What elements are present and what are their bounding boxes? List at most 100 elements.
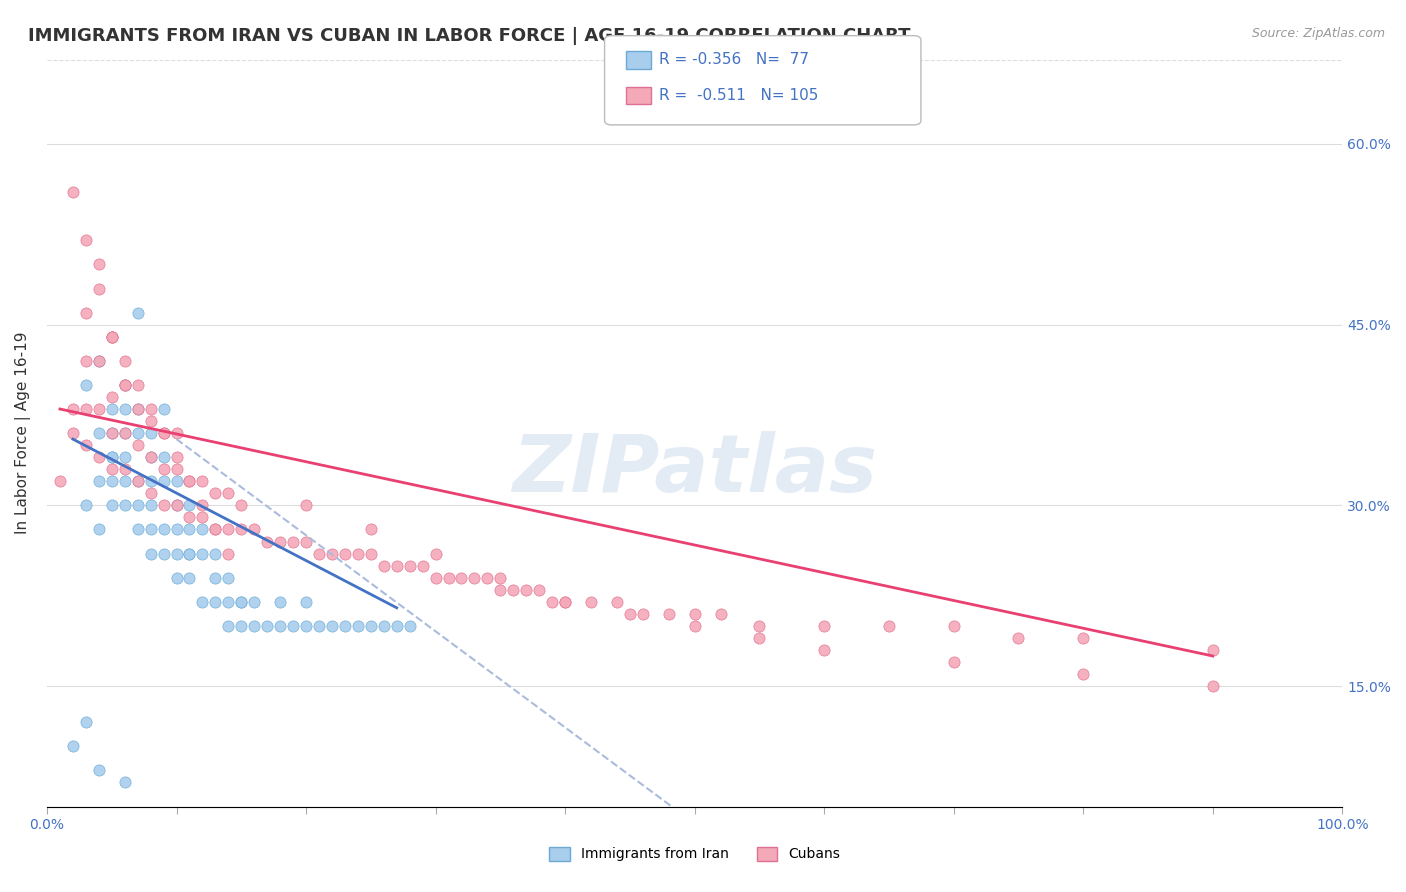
Point: [191, 510, 214, 524]
Point: [321, 547, 343, 561]
Point: [217, 595, 239, 609]
Point: [127, 402, 149, 417]
Point: [139, 450, 162, 465]
Point: [87, 764, 110, 778]
Point: [204, 595, 226, 609]
Point: [139, 486, 162, 500]
Point: [748, 631, 770, 645]
Point: [579, 595, 602, 609]
Point: [204, 486, 226, 500]
Point: [152, 426, 174, 441]
Point: [204, 523, 226, 537]
Point: [554, 595, 576, 609]
Point: [295, 595, 318, 609]
Point: [139, 450, 162, 465]
Point: [139, 475, 162, 489]
Point: [373, 619, 395, 633]
Point: [166, 475, 188, 489]
Point: [152, 523, 174, 537]
Point: [166, 523, 188, 537]
Point: [75, 305, 97, 319]
Point: [256, 534, 278, 549]
Point: [127, 499, 149, 513]
Point: [127, 475, 149, 489]
Point: [204, 547, 226, 561]
Point: [231, 499, 253, 513]
Point: [152, 450, 174, 465]
Point: [217, 523, 239, 537]
Text: IMMIGRANTS FROM IRAN VS CUBAN IN LABOR FORCE | AGE 16-19 CORRELATION CHART: IMMIGRANTS FROM IRAN VS CUBAN IN LABOR F…: [28, 27, 911, 45]
Point: [179, 547, 201, 561]
Point: [231, 619, 253, 633]
Point: [813, 619, 835, 633]
Point: [204, 571, 226, 585]
Point: [942, 655, 965, 669]
Point: [114, 499, 136, 513]
Point: [114, 426, 136, 441]
Text: R =  -0.511   N= 105: R = -0.511 N= 105: [659, 88, 818, 103]
Point: [489, 582, 512, 597]
Point: [942, 619, 965, 633]
Point: [152, 426, 174, 441]
Point: [127, 305, 149, 319]
Point: [179, 499, 201, 513]
Point: [87, 450, 110, 465]
Point: [191, 595, 214, 609]
Point: [333, 619, 356, 633]
Point: [683, 619, 706, 633]
Point: [127, 378, 149, 392]
Point: [385, 619, 408, 633]
Point: [62, 426, 84, 441]
Point: [231, 523, 253, 537]
Legend: Immigrants from Iran, Cubans: Immigrants from Iran, Cubans: [543, 841, 846, 867]
Point: [658, 607, 681, 621]
Point: [515, 582, 537, 597]
Point: [1071, 631, 1094, 645]
Point: [425, 571, 447, 585]
Point: [231, 595, 253, 609]
Point: [100, 390, 122, 404]
Point: [152, 547, 174, 561]
Point: [813, 643, 835, 657]
Point: [100, 329, 122, 343]
Point: [877, 619, 900, 633]
Point: [360, 523, 382, 537]
Point: [295, 499, 318, 513]
Point: [49, 475, 72, 489]
Point: [179, 475, 201, 489]
Point: [100, 475, 122, 489]
Point: [450, 571, 472, 585]
Point: [139, 402, 162, 417]
Point: [114, 378, 136, 392]
Point: [75, 715, 97, 730]
Point: [425, 547, 447, 561]
Point: [347, 547, 370, 561]
Point: [166, 462, 188, 476]
Point: [748, 619, 770, 633]
Point: [166, 499, 188, 513]
Point: [75, 233, 97, 247]
Point: [269, 534, 291, 549]
Point: [100, 426, 122, 441]
Point: [62, 739, 84, 754]
Point: [217, 547, 239, 561]
Point: [152, 402, 174, 417]
Point: [114, 426, 136, 441]
Point: [87, 353, 110, 368]
Point: [114, 402, 136, 417]
Point: [100, 450, 122, 465]
Point: [191, 523, 214, 537]
Point: [139, 499, 162, 513]
Point: [631, 607, 654, 621]
Point: [321, 619, 343, 633]
Point: [139, 414, 162, 428]
Point: [75, 438, 97, 452]
Point: [217, 571, 239, 585]
Point: [100, 329, 122, 343]
Point: [127, 438, 149, 452]
Point: [166, 499, 188, 513]
Point: [179, 547, 201, 561]
Point: [114, 378, 136, 392]
Point: [127, 475, 149, 489]
Point: [619, 607, 641, 621]
